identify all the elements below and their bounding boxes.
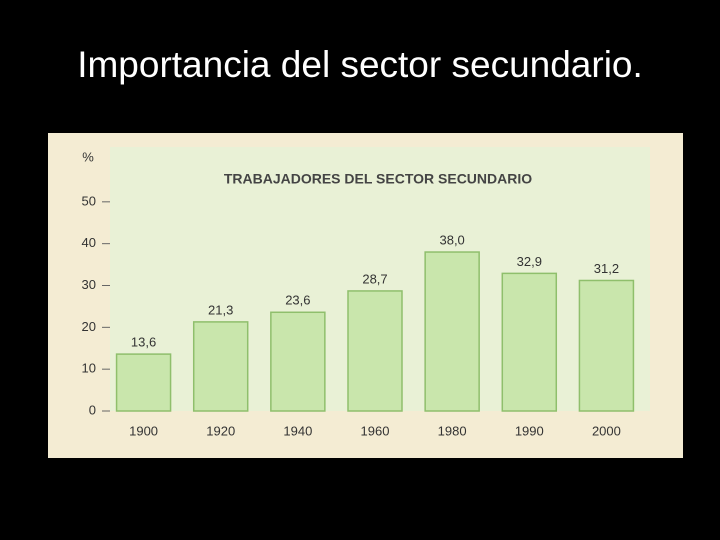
y-tick-label: 10: [82, 361, 96, 376]
value-label: 31,2: [594, 261, 619, 276]
value-label: 32,9: [517, 254, 542, 269]
y-tick-label: 40: [82, 235, 96, 250]
chart-title: TRABAJADORES DEL SECTOR SECUNDARIO: [224, 171, 532, 187]
y-tick-label: 30: [82, 277, 96, 292]
bar: [578, 279, 635, 412]
bar: [501, 272, 558, 412]
value-label: 28,7: [362, 271, 387, 286]
value-label: 21,3: [208, 302, 233, 317]
chart: % TRABAJADORES DEL SECTOR SECUNDARIO 0 10…: [48, 133, 683, 458]
y-axis-label: %: [82, 149, 94, 164]
x-tick-label: 1960: [361, 423, 390, 438]
bar: [270, 311, 326, 412]
x-tick-label: 1900: [129, 423, 158, 438]
value-label: 13,6: [131, 335, 156, 350]
x-tick-label: 1980: [438, 423, 467, 438]
value-label: 38,0: [439, 232, 464, 247]
bar: [347, 290, 403, 412]
y-tick-label: 0: [89, 402, 96, 417]
x-tick-label: 1940: [283, 423, 312, 438]
slide-title: Importancia del sector secundario.: [77, 44, 643, 85]
bar: [192, 321, 249, 412]
bar: [424, 251, 480, 412]
x-tick-label: 1990: [515, 423, 544, 438]
y-tick-label: 20: [82, 319, 96, 334]
y-tick-label: 50: [82, 193, 96, 208]
x-tick-label: 2000: [592, 423, 621, 438]
x-tick-label: 1920: [206, 423, 235, 438]
value-label: 23,6: [285, 293, 310, 308]
bar: [115, 353, 172, 412]
